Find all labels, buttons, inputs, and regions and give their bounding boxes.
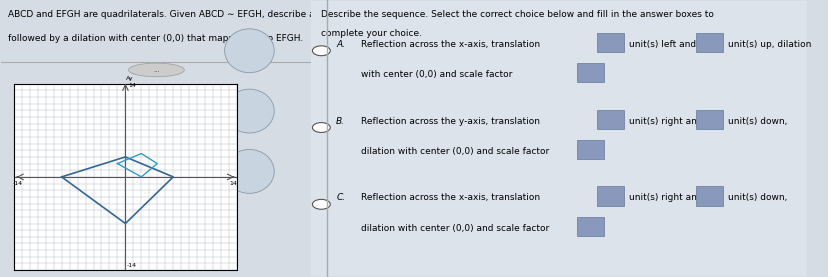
- Circle shape: [224, 150, 274, 193]
- Text: A.: A.: [336, 40, 345, 49]
- FancyBboxPatch shape: [695, 110, 722, 129]
- FancyBboxPatch shape: [576, 63, 604, 82]
- Circle shape: [224, 29, 274, 73]
- Text: unit(s) right and: unit(s) right and: [628, 193, 701, 202]
- Text: Reflection across the x-axis, translation: Reflection across the x-axis, translatio…: [361, 193, 540, 202]
- Text: unit(s) right and: unit(s) right and: [628, 117, 701, 125]
- FancyBboxPatch shape: [596, 186, 623, 206]
- Text: Reflection across the y-axis, translation: Reflection across the y-axis, translatio…: [361, 117, 539, 125]
- FancyBboxPatch shape: [576, 217, 604, 236]
- Text: Describe the sequence. Select the correct choice below and fill in the answer bo: Describe the sequence. Select the correc…: [321, 10, 714, 19]
- FancyBboxPatch shape: [695, 33, 722, 52]
- Circle shape: [224, 89, 274, 133]
- Circle shape: [312, 199, 330, 209]
- Text: unit(s) left and: unit(s) left and: [628, 40, 696, 49]
- FancyBboxPatch shape: [576, 140, 604, 159]
- Text: unit(s) down,: unit(s) down,: [727, 117, 787, 125]
- Circle shape: [312, 123, 330, 132]
- FancyBboxPatch shape: [695, 186, 722, 206]
- Text: dilation with center (0,0) and scale factor: dilation with center (0,0) and scale fac…: [361, 147, 549, 156]
- Text: -: -: [247, 106, 251, 116]
- FancyBboxPatch shape: [596, 110, 623, 129]
- Ellipse shape: [128, 63, 184, 77]
- FancyBboxPatch shape: [596, 33, 623, 52]
- Text: followed by a dilation with center (0,0) that maps ABCD to EFGH.: followed by a dilation with center (0,0)…: [7, 34, 302, 43]
- Text: +: +: [245, 46, 253, 56]
- Text: ...: ...: [153, 67, 160, 73]
- Text: Reflection across the x-axis, translation: Reflection across the x-axis, translatio…: [361, 40, 540, 49]
- Text: complete your choice.: complete your choice.: [321, 29, 421, 38]
- Text: unit(s) up, dilation: unit(s) up, dilation: [727, 40, 811, 49]
- Text: C.: C.: [336, 193, 345, 202]
- Text: with center (0,0) and scale factor: with center (0,0) and scale factor: [361, 70, 512, 79]
- Text: ABCD and EFGH are quadrilaterals. Given ABCD ∼ EFGH, describe a sequence of rigi: ABCD and EFGH are quadrilaterals. Given …: [7, 10, 435, 19]
- Text: B.: B.: [336, 117, 344, 125]
- Text: dilation with center (0,0) and scale factor: dilation with center (0,0) and scale fac…: [361, 224, 549, 232]
- Text: ↗: ↗: [245, 166, 253, 176]
- Circle shape: [312, 46, 330, 56]
- Text: unit(s) down,: unit(s) down,: [727, 193, 787, 202]
